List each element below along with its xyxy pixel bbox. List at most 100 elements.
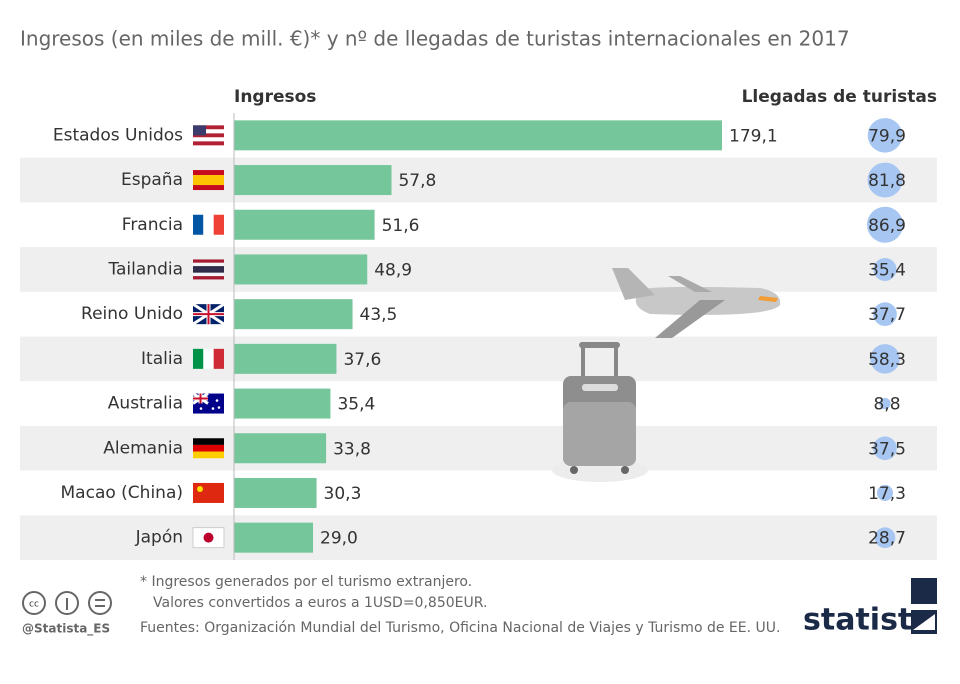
value-label: 57,8	[398, 171, 436, 191]
value-label: 86,9	[868, 216, 906, 236]
category-label: Macao (China)	[61, 483, 183, 503]
flag	[193, 170, 224, 176]
suitcase-icon	[552, 342, 648, 482]
bubble	[867, 118, 903, 153]
flag	[193, 276, 224, 280]
bubble	[867, 206, 903, 243]
flag	[193, 125, 206, 136]
brand-logo	[911, 578, 937, 634]
value-label: 30,3	[324, 484, 362, 504]
flag	[193, 137, 224, 142]
bar	[234, 209, 375, 240]
value-label: 29,0	[320, 529, 358, 549]
bubble	[874, 527, 896, 548]
row-band	[20, 157, 937, 203]
flag	[213, 214, 224, 235]
value-label: 79,9	[868, 126, 906, 146]
column-header: Llegadas de turistas	[742, 87, 937, 107]
flag	[193, 438, 224, 445]
value-label: 48,9	[374, 260, 412, 280]
flag	[193, 451, 224, 459]
value-label: 37,5	[868, 439, 906, 459]
value-label: 58,3	[868, 350, 906, 370]
bubble	[867, 162, 903, 198]
value-label: 37,7	[868, 305, 906, 325]
flag	[193, 129, 224, 134]
flag	[193, 214, 204, 235]
bar	[234, 388, 331, 419]
bar	[234, 299, 353, 330]
category-label: Alemania	[103, 438, 183, 458]
category-label: Tailandia	[107, 259, 183, 279]
flag	[193, 259, 224, 263]
flag	[193, 125, 224, 130]
row-band	[20, 515, 937, 560]
footnote: * Ingresos generados por el turismo extr…	[140, 574, 472, 590]
flag	[203, 532, 214, 543]
value-label: 179,1	[729, 126, 778, 146]
value-label: 28,7	[868, 529, 906, 549]
flag	[193, 180, 224, 186]
flag	[193, 393, 208, 404]
category-label: Estados Unidos	[53, 125, 183, 145]
bar	[234, 254, 368, 285]
flag	[193, 141, 224, 146]
footnote: Valores convertidos a euros a 1USD=0,850…	[153, 595, 487, 611]
license-icons	[22, 591, 112, 615]
bubble	[879, 397, 891, 410]
bubble	[870, 344, 900, 374]
bar	[234, 165, 392, 196]
value-label: 81,8	[868, 171, 906, 191]
value-label: 37,6	[343, 350, 381, 370]
flag	[193, 133, 224, 138]
category-label: Australia	[108, 394, 183, 414]
bubble	[876, 484, 894, 501]
flag	[211, 407, 215, 410]
bubble	[873, 436, 897, 461]
flag	[203, 214, 214, 235]
flag	[193, 272, 224, 277]
flag	[197, 485, 203, 492]
flag	[193, 185, 224, 191]
flag	[193, 269, 224, 273]
flag	[193, 175, 224, 181]
value-label: 17,3	[868, 484, 906, 504]
flag	[217, 406, 221, 409]
handle: @Statista_ES	[22, 622, 110, 637]
value-label: 35,4	[868, 260, 906, 280]
value-label: 8,8	[873, 395, 900, 415]
category-label: Reino Unido	[81, 304, 183, 324]
row-band	[20, 247, 937, 292]
bar	[234, 522, 314, 553]
flag	[193, 482, 224, 503]
flag	[213, 348, 224, 369]
value-label: 51,6	[382, 216, 420, 236]
bar	[234, 433, 327, 464]
bar	[234, 343, 337, 374]
flag	[193, 348, 204, 369]
flag	[193, 304, 224, 325]
value-label: 43,5	[360, 305, 398, 325]
bubble	[873, 302, 897, 327]
bubble	[873, 257, 897, 281]
category-label: Japón	[135, 528, 183, 548]
flag	[193, 266, 224, 270]
column-header: Ingresos	[234, 87, 316, 107]
airplane-icon	[612, 268, 781, 338]
cc-glyph: cc	[29, 600, 39, 610]
flag	[193, 444, 224, 452]
row-band	[20, 336, 937, 382]
bar	[234, 477, 317, 508]
category-label: Italia	[141, 349, 183, 369]
value-label: 35,4	[337, 395, 375, 415]
flag	[203, 348, 214, 369]
value-label: 33,8	[333, 439, 371, 459]
rows: Estados Unidos 179,1 79,9 España 57,8 81,8 Fra…	[20, 118, 937, 560]
category-label: España	[121, 170, 183, 190]
chart-title: Ingresos (en miles de mill. €)* y nº de …	[20, 27, 850, 51]
category-label: Francia	[122, 215, 183, 235]
row-band	[20, 425, 937, 471]
flag	[192, 527, 225, 549]
flag	[193, 262, 224, 267]
